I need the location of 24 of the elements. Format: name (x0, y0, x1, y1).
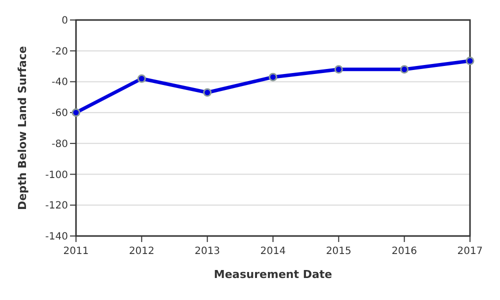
point (334, 65, 343, 74)
y-tick-label: -120 (45, 200, 68, 212)
y-tick-label: -20 (52, 46, 68, 58)
x-tick-label: 2015 (326, 246, 352, 257)
x-tick-label: 2014 (260, 246, 286, 257)
point (400, 65, 409, 74)
x-tick-label: 2013 (194, 246, 220, 257)
point (137, 74, 146, 83)
point (466, 56, 474, 66)
y-tick-label: -100 (45, 170, 68, 181)
y-tick-label: -60 (52, 108, 68, 120)
point (203, 88, 212, 97)
point (268, 72, 278, 82)
y-tick-label: -40 (52, 77, 68, 88)
x-tick-label: 2012 (128, 246, 154, 257)
x-tick-label: 2016 (392, 246, 418, 257)
x-tick-label: 2011 (63, 246, 89, 257)
y-tick-label: -140 (45, 232, 68, 242)
point (72, 108, 80, 117)
x-tick-label: 2017 (457, 246, 483, 257)
y-tick-label: -80 (52, 138, 68, 150)
x-axis-title: Measurement Date (214, 268, 332, 281)
y-tick-label: 0 (62, 16, 68, 26)
y-axis-title: Depth Below Land Surface (16, 46, 29, 210)
